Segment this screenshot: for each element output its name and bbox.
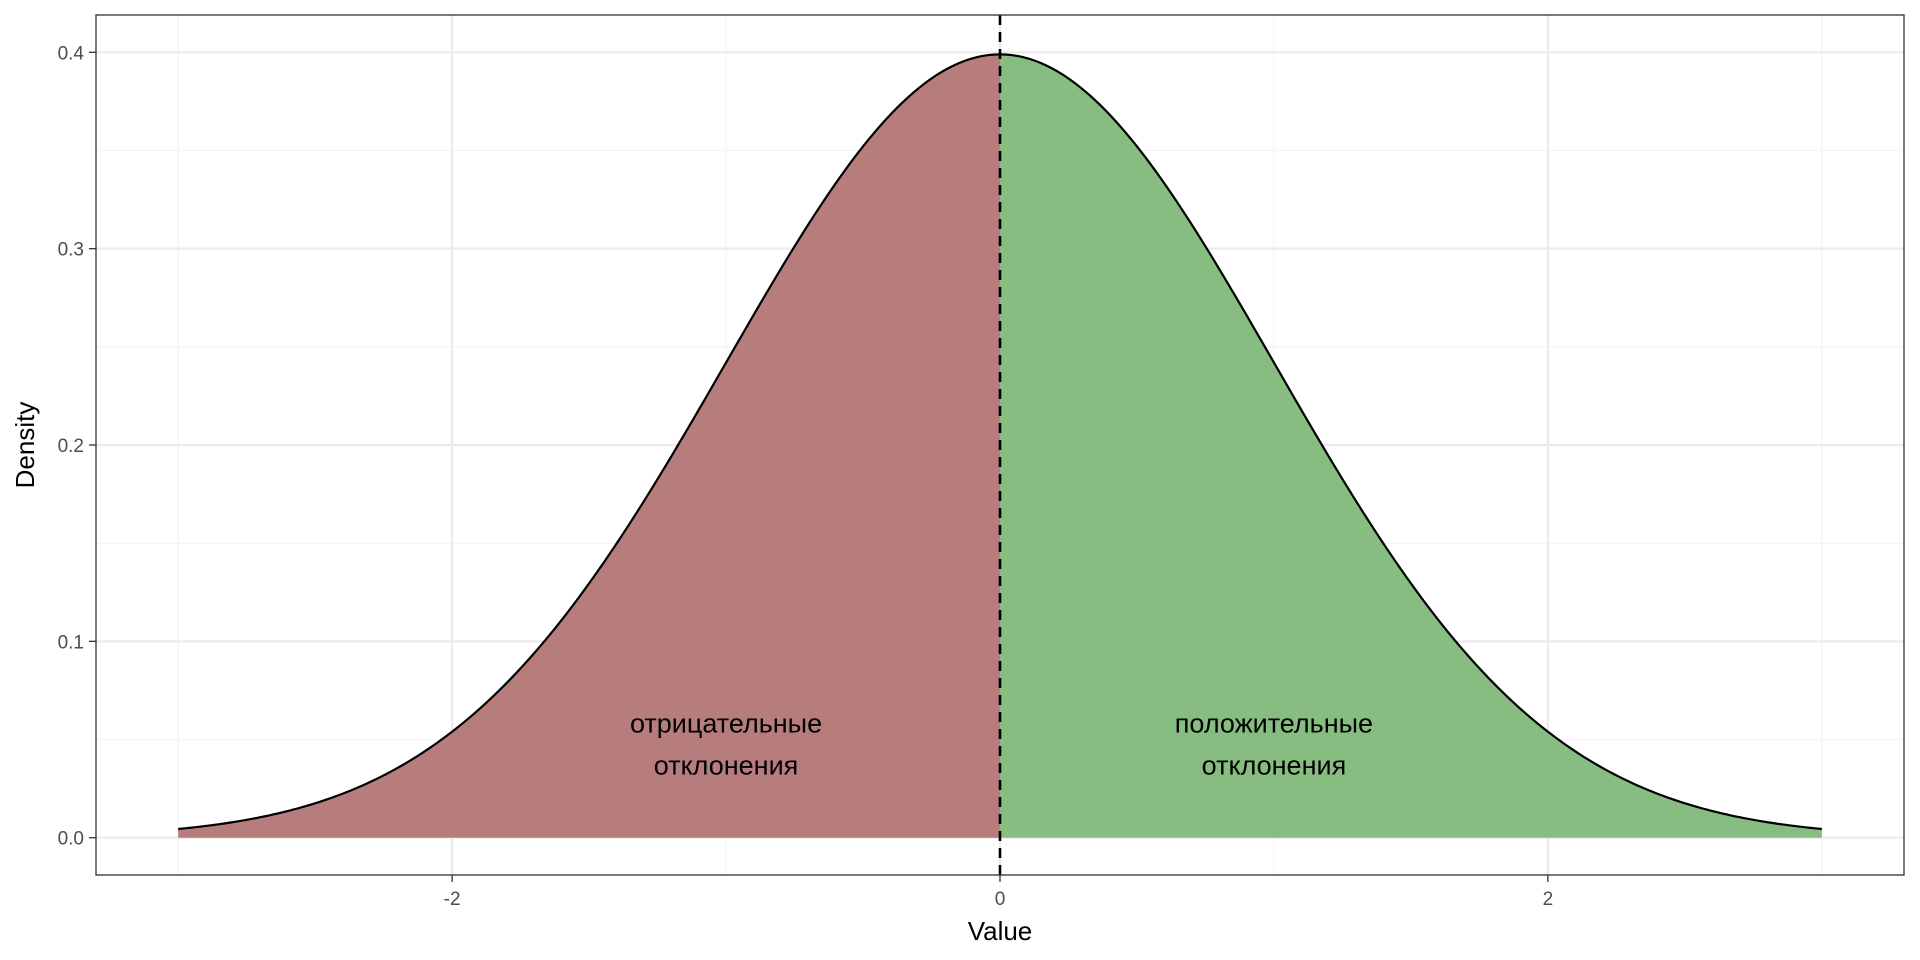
positive-area <box>1000 54 1822 838</box>
y-tick-label: 0.3 <box>58 240 84 261</box>
x-axis-title: Value <box>968 916 1033 946</box>
y-axis: 0.0 0.1 0.2 0.3 0.4 <box>58 43 96 850</box>
y-tick-label: 0.2 <box>58 436 84 457</box>
y-tick-label: 0.0 <box>58 829 84 850</box>
positive-annotation-line: отклонения <box>1202 750 1347 780</box>
density-areas <box>178 54 1822 838</box>
negative-annotation-line: отклонения <box>654 750 799 780</box>
annotation-layer: отрицательные отклонения положительные откл… <box>630 708 1373 780</box>
x-tick-label: 0 <box>995 889 1006 910</box>
negative-area <box>178 54 1000 838</box>
y-axis-title: Density <box>10 402 40 489</box>
x-axis: -2 0 2 <box>444 875 1553 910</box>
y-tick-label: 0.1 <box>58 632 84 653</box>
x-tick-label: 2 <box>1543 889 1554 910</box>
x-tick-label: -2 <box>444 889 461 910</box>
negative-annotation-line: отрицательные <box>630 708 822 738</box>
positive-annotation-line: положительные <box>1175 708 1373 738</box>
y-tick-label: 0.4 <box>58 43 85 64</box>
